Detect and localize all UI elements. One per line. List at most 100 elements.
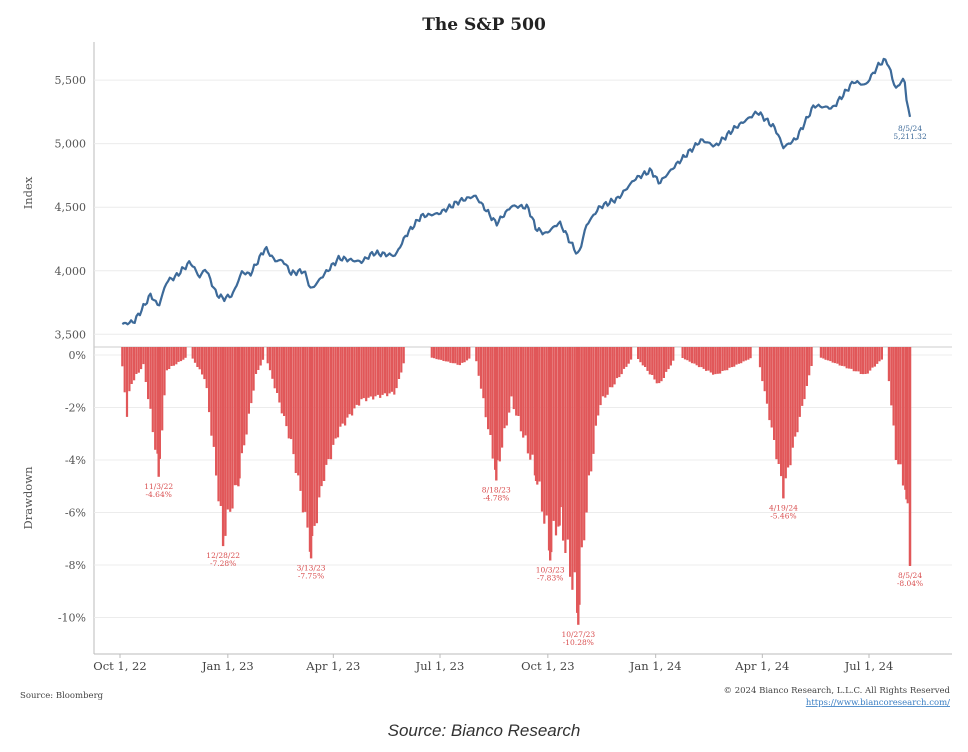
drawdown-bar xyxy=(522,347,525,438)
drawdown-bar xyxy=(212,347,215,447)
drawdown-annotation-value: -7.83% xyxy=(537,574,563,583)
drawdown-bar xyxy=(456,347,459,365)
index-tick-label: 3,500 xyxy=(55,328,87,341)
drawdown-bar xyxy=(374,347,377,397)
index-annotation-date: 8/5/24 xyxy=(898,124,922,133)
copyright-note: © 2024 Bianco Research, L.L.C. All Right… xyxy=(724,686,951,696)
drawdown-bar xyxy=(208,347,211,413)
drawdown-annotation-date: 8/5/24 xyxy=(898,571,922,580)
drawdown-bar xyxy=(681,347,684,358)
drawdown-annotation-date: 12/28/22 xyxy=(206,551,240,560)
drawdown-bar xyxy=(358,347,361,406)
drawdown-bar xyxy=(742,347,745,362)
drawdown-bar xyxy=(179,347,183,362)
drawdown-bar xyxy=(491,347,494,459)
drawdown-bar xyxy=(121,347,124,367)
drawdown-bar xyxy=(276,347,279,393)
drawdown-bar xyxy=(637,347,640,359)
drawdown-bar xyxy=(855,347,858,372)
drawdown-bar xyxy=(526,347,529,454)
drawdown-bar xyxy=(831,347,834,363)
drawdown-bar xyxy=(247,347,250,414)
chart-title: The S&P 500 xyxy=(422,15,546,35)
drawdown-bar xyxy=(611,347,614,388)
drawdown-bar xyxy=(519,347,522,432)
drawdown-trough-bar xyxy=(534,347,538,481)
drawdown-bar xyxy=(161,347,164,431)
drawdown-bar xyxy=(770,347,773,428)
drawdown-bar xyxy=(151,347,154,433)
drawdown-trough-bar xyxy=(237,347,240,487)
drawdown-annotation-date: 3/13/23 xyxy=(297,563,326,572)
drawdown-bar xyxy=(299,347,302,491)
drawdown-bar xyxy=(433,347,436,359)
drawdown-bar xyxy=(850,347,853,369)
drawdown-bar xyxy=(290,347,293,440)
drawdown-bar xyxy=(271,347,274,379)
drawdown-bar xyxy=(365,347,368,402)
drawdown-bar xyxy=(484,347,487,418)
drawdown-bar xyxy=(440,347,443,360)
drawdown-bar xyxy=(381,347,384,395)
drawdown-bar xyxy=(543,347,546,524)
drawdown-bar xyxy=(449,347,452,363)
drawdown-bar xyxy=(644,347,647,367)
drawdown-bar xyxy=(334,347,337,439)
drawdown-bar xyxy=(508,347,511,413)
drawdown-bar xyxy=(531,347,534,455)
drawdown-bar xyxy=(791,347,794,448)
drawdown-bar xyxy=(639,347,642,363)
drawdown-bar xyxy=(878,347,881,362)
index-tick-label: 4,500 xyxy=(55,201,87,214)
drawdown-bar xyxy=(229,347,232,512)
drawdown-bar xyxy=(285,347,288,427)
x-tick-label: Jul 1, 24 xyxy=(844,659,894,673)
drawdown-bar xyxy=(393,347,396,395)
drawdown-bar xyxy=(369,347,372,397)
drawdown-bar xyxy=(254,347,258,374)
drawdown-bar xyxy=(744,347,747,361)
x-tick-label: Jul 1, 23 xyxy=(415,659,465,673)
drawdown-bar xyxy=(899,347,902,465)
drawdown-tick-label: -2% xyxy=(65,402,86,415)
drawdown-bar xyxy=(686,347,689,361)
drawdown-bar xyxy=(133,347,136,381)
drawdown-annotation-value: -4.64% xyxy=(145,490,171,499)
drawdown-bar xyxy=(869,347,872,371)
drawdown-bar xyxy=(859,347,862,374)
drawdown-bar xyxy=(775,347,778,460)
drawdown-bar xyxy=(193,347,197,363)
drawdown-bar xyxy=(390,347,393,392)
drawdown-bar xyxy=(430,347,433,358)
x-tick-label: Apr 1, 23 xyxy=(305,659,360,673)
drawdown-bar xyxy=(128,347,131,392)
drawdown-trough-bar xyxy=(309,347,313,559)
drawdown-trough-bar xyxy=(894,347,898,460)
drawdown-bar xyxy=(487,347,490,430)
drawdown-bar xyxy=(787,347,790,468)
website-link[interactable]: https://www.biancoresearch.com/ xyxy=(806,698,950,708)
drawdown-bar xyxy=(887,347,890,382)
drawdown-bar xyxy=(709,347,712,373)
drawdown-bar xyxy=(400,347,403,373)
drawdown-bar xyxy=(454,347,457,364)
drawdown-tick-label: -4% xyxy=(65,454,86,467)
drawdown-bar xyxy=(747,347,750,360)
drawdown-bar xyxy=(669,347,672,366)
drawdown-bar xyxy=(388,347,391,394)
drawdown-bar xyxy=(857,347,860,372)
drawdown-bar xyxy=(336,347,340,438)
drawdown-bar xyxy=(360,347,363,400)
drawdown-bar xyxy=(196,347,199,367)
drawdown-bar xyxy=(571,347,574,590)
drawdown-bar xyxy=(719,347,722,374)
drawdown-annotation-date: 11/3/22 xyxy=(144,482,173,491)
drawdown-bar xyxy=(721,347,724,371)
drawdown-bar xyxy=(397,347,401,379)
drawdown-bar xyxy=(191,347,194,359)
drawdown-bar xyxy=(880,347,883,360)
drawdown-bar xyxy=(613,347,616,385)
drawdown-bar xyxy=(182,347,185,360)
drawdown-bar xyxy=(843,347,846,367)
drawdown-bar xyxy=(615,347,619,379)
